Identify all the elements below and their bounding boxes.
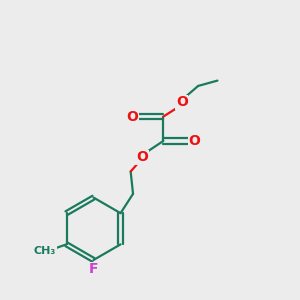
Text: O: O [188, 134, 200, 148]
Text: O: O [136, 150, 148, 164]
Text: O: O [176, 95, 188, 109]
Text: O: O [127, 110, 138, 124]
Text: F: F [89, 262, 98, 277]
Text: CH₃: CH₃ [34, 246, 56, 256]
